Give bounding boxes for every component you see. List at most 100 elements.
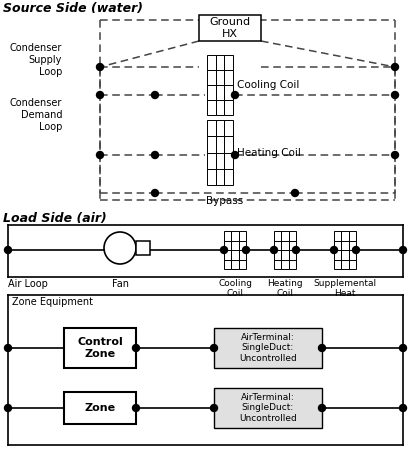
Bar (349, 260, 356, 269)
Bar (289, 231, 296, 240)
Circle shape (399, 247, 406, 253)
Text: Condenser
Supply
Loop: Condenser Supply Loop (9, 43, 62, 76)
Circle shape (330, 247, 337, 253)
Bar (224, 120, 233, 136)
Circle shape (132, 345, 139, 351)
Bar (214, 388, 322, 428)
Bar (224, 85, 233, 100)
Bar (216, 85, 224, 100)
Bar (239, 250, 246, 260)
Bar (274, 231, 282, 240)
Bar (214, 328, 322, 368)
Text: Bypass: Bypass (206, 196, 244, 206)
Bar (224, 136, 233, 153)
Text: Zone Equipment: Zone Equipment (12, 297, 93, 307)
Bar (207, 55, 216, 70)
Circle shape (132, 405, 139, 411)
Text: Zone: Zone (84, 403, 115, 413)
Bar (207, 70, 216, 85)
Bar (224, 231, 231, 240)
Bar (274, 260, 282, 269)
Bar (224, 153, 233, 169)
Circle shape (293, 247, 300, 253)
Bar (239, 260, 246, 269)
Bar (334, 260, 341, 269)
Bar (216, 55, 224, 70)
Text: Control
Zone: Control Zone (77, 337, 123, 359)
Bar (231, 260, 239, 269)
Bar (224, 260, 231, 269)
Text: AirTerminal:
SingleDuct:
Uncontrolled: AirTerminal: SingleDuct: Uncontrolled (239, 333, 297, 363)
Bar (207, 85, 216, 100)
Circle shape (242, 247, 249, 253)
Text: Heating Coil: Heating Coil (237, 148, 301, 157)
Bar (224, 100, 233, 115)
Bar (289, 260, 296, 269)
Bar (341, 260, 349, 269)
Bar (289, 240, 296, 250)
Bar (349, 250, 356, 260)
Bar (282, 250, 289, 260)
Circle shape (97, 152, 104, 158)
Bar (334, 240, 341, 250)
Circle shape (97, 91, 104, 99)
Bar (231, 250, 239, 260)
Text: Cooling Coil: Cooling Coil (237, 80, 299, 90)
Circle shape (392, 91, 399, 99)
Bar (231, 231, 239, 240)
Bar (207, 153, 216, 169)
Bar (207, 136, 216, 153)
Bar (216, 100, 224, 115)
Circle shape (152, 91, 159, 99)
Bar (349, 231, 356, 240)
Circle shape (210, 345, 217, 351)
Bar (64, 328, 136, 368)
Bar (216, 120, 224, 136)
Text: AirTerminal:
SingleDuct:
Uncontrolled: AirTerminal: SingleDuct: Uncontrolled (239, 393, 297, 423)
Circle shape (5, 405, 12, 411)
Bar (334, 250, 341, 260)
Circle shape (399, 345, 406, 351)
Bar (231, 240, 239, 250)
Circle shape (319, 405, 326, 411)
Bar (216, 153, 224, 169)
Circle shape (353, 247, 360, 253)
Circle shape (210, 405, 217, 411)
Bar (341, 240, 349, 250)
Bar (224, 55, 233, 70)
Bar (274, 250, 282, 260)
Circle shape (291, 189, 298, 197)
Bar (224, 70, 233, 85)
Circle shape (319, 345, 326, 351)
Text: Heating
Coil: Heating Coil (267, 279, 303, 298)
Circle shape (97, 63, 104, 71)
Bar (216, 169, 224, 185)
Bar (239, 240, 246, 250)
Circle shape (231, 91, 238, 99)
Bar (341, 231, 349, 240)
Bar (334, 231, 341, 240)
Circle shape (392, 63, 399, 71)
Circle shape (399, 405, 406, 411)
Bar (216, 136, 224, 153)
Bar (216, 70, 224, 85)
Text: Source Side (water): Source Side (water) (3, 2, 143, 15)
Bar (199, 15, 261, 41)
Bar (274, 240, 282, 250)
Bar (136, 241, 150, 255)
Text: Air Loop: Air Loop (8, 279, 48, 289)
Circle shape (5, 345, 12, 351)
Bar (282, 231, 289, 240)
Text: Condenser
Demand
Loop: Condenser Demand Loop (9, 99, 62, 131)
Text: Load Side (air): Load Side (air) (3, 212, 107, 225)
Circle shape (231, 152, 238, 158)
Bar (207, 120, 216, 136)
Circle shape (270, 247, 277, 253)
Bar (341, 250, 349, 260)
Bar (282, 240, 289, 250)
Bar (207, 100, 216, 115)
Bar (207, 169, 216, 185)
Bar (289, 250, 296, 260)
Circle shape (220, 247, 228, 253)
Text: Supplemental
Heat: Supplemental Heat (314, 279, 376, 298)
